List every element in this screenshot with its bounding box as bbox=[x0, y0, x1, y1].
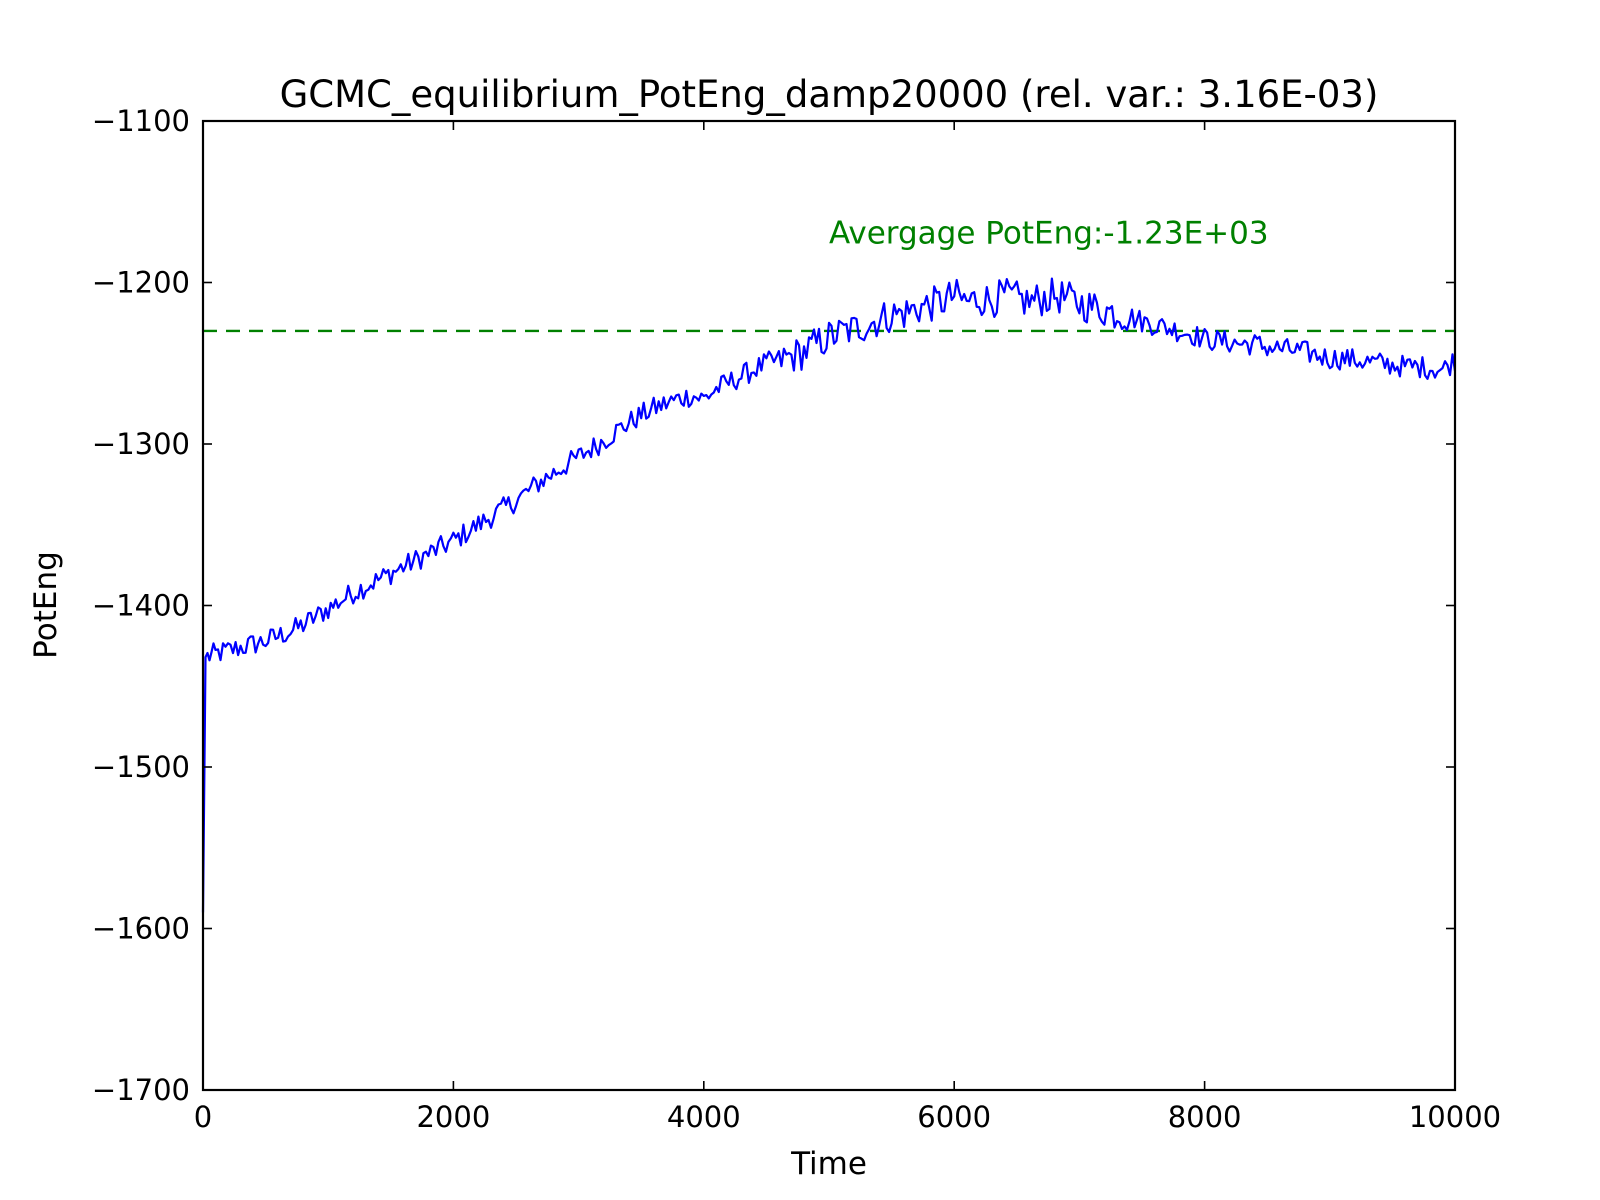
y-tick-label: −1300 bbox=[92, 427, 190, 461]
y-tick-label: −1200 bbox=[92, 266, 190, 300]
y-tick-label: −1500 bbox=[92, 750, 190, 784]
x-axis-label: Time bbox=[790, 1146, 867, 1182]
x-tick-label: 4000 bbox=[667, 1100, 741, 1134]
chart-title: GCMC_equilibrium_PotEng_damp20000 (rel. … bbox=[280, 73, 1379, 116]
x-tick-label: 0 bbox=[194, 1100, 212, 1134]
x-tick-label: 10000 bbox=[1409, 1100, 1501, 1134]
y-tick-label: −1700 bbox=[92, 1073, 190, 1107]
plot-area bbox=[203, 121, 1455, 1090]
series-layer bbox=[201, 277, 1457, 913]
y-axis-label: PotEng bbox=[28, 551, 64, 659]
x-tick-label: 6000 bbox=[917, 1100, 991, 1134]
y-tick-label: −1600 bbox=[92, 912, 190, 946]
x-tick-label: 2000 bbox=[416, 1100, 490, 1134]
y-tick-label: −1400 bbox=[92, 589, 190, 623]
poteng-series-line bbox=[201, 277, 1457, 913]
average-annotation: Avergage PotEng:-1.23E+03 bbox=[829, 216, 1269, 252]
y-tick-label: −1100 bbox=[92, 104, 190, 138]
x-tick-label: 8000 bbox=[1168, 1100, 1242, 1134]
y-axis-ticks: −1100 −1200 −1300 −1400 −1500 −1600 −1700 bbox=[92, 104, 1455, 1107]
x-axis-ticks: 0 2000 4000 6000 8000 10000 bbox=[194, 121, 1501, 1134]
